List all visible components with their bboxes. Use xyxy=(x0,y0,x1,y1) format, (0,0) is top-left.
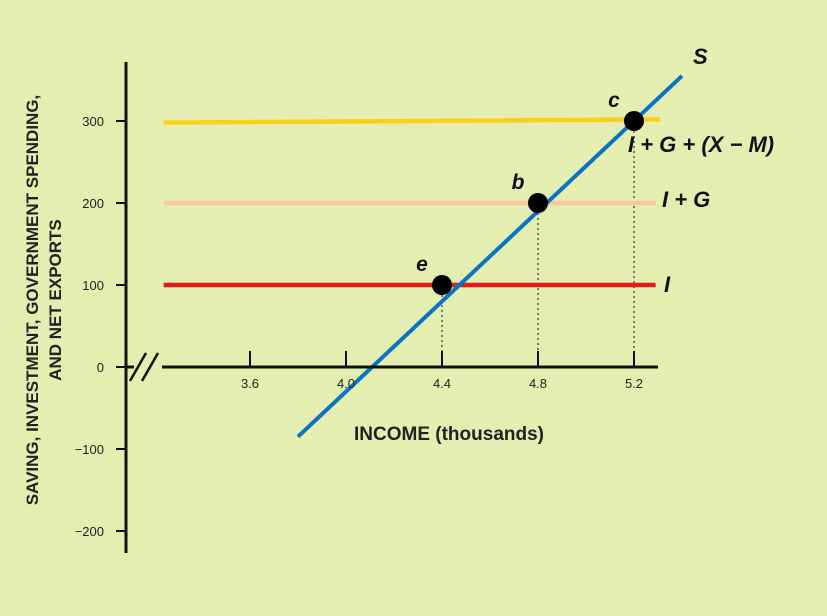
series-label-s: S xyxy=(693,44,708,69)
point-label-b: b xyxy=(512,171,525,194)
point-e xyxy=(432,275,452,295)
y-tick-label: 0 xyxy=(97,360,104,375)
equilibrium-points: e b c xyxy=(416,89,644,295)
point-c xyxy=(624,111,644,131)
axis-break-mark xyxy=(128,352,162,382)
x-tick-label: 4.0 xyxy=(337,376,355,391)
point-b xyxy=(528,193,548,213)
y-axis-label-line-1: SAVING, INVESTMENT, GOVERNMENT SPENDING, xyxy=(23,95,42,506)
x-tick-label: 4.4 xyxy=(433,376,451,391)
x-tick-label: 5.2 xyxy=(625,376,643,391)
series-lines xyxy=(163,74,684,439)
y-tick-label: 100 xyxy=(82,278,104,293)
y-tick-label: 200 xyxy=(82,196,104,211)
y-ticks: 300 200 100 0 −100 −200 xyxy=(75,114,126,539)
y-axis-label-line-2: AND NET EXPORTS xyxy=(46,219,65,381)
saving-line xyxy=(296,74,684,439)
drop-lines xyxy=(441,121,635,367)
series-label-i-g: I + G xyxy=(662,187,710,212)
series-label-i-g-x-m: I + G + (X − M) xyxy=(628,132,774,157)
total-spending-line xyxy=(163,117,661,125)
series-label-i: I xyxy=(664,272,671,297)
x-ticks: 3.6 4.0 4.4 4.8 5.2 xyxy=(241,351,643,391)
x-tick-label: 3.6 xyxy=(241,376,259,391)
y-tick-label: −200 xyxy=(75,524,104,539)
point-label-e: e xyxy=(416,253,428,276)
x-axis-label: INCOME (thousands) xyxy=(354,424,544,445)
y-tick-label: −100 xyxy=(75,442,104,457)
point-label-c: c xyxy=(608,89,620,112)
y-tick-label: 300 xyxy=(82,114,104,129)
x-tick-label: 4.8 xyxy=(529,376,547,391)
